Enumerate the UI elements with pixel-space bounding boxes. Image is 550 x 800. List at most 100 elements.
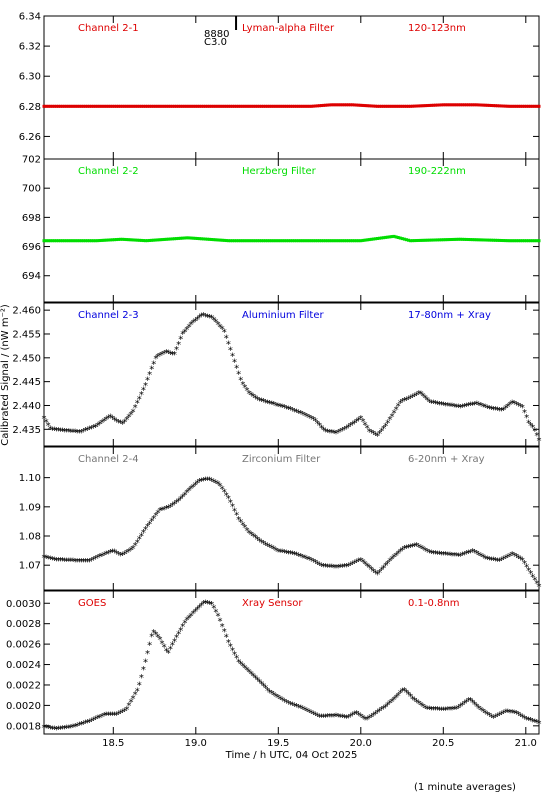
data-point: * (431, 705, 436, 716)
data-point (307, 104, 311, 108)
data-point (233, 104, 237, 108)
data-point: * (77, 721, 82, 732)
data-point: * (139, 673, 144, 684)
data-point: * (191, 482, 196, 493)
data-point: * (46, 724, 51, 735)
data-point (460, 237, 464, 241)
data-point (247, 239, 251, 243)
data-point: * (56, 426, 61, 437)
data-point: * (423, 546, 428, 557)
data-point: * (276, 693, 281, 704)
data-point (512, 239, 516, 243)
data-point (328, 103, 332, 107)
data-point (471, 103, 475, 107)
data-point: * (112, 416, 117, 427)
data-point (431, 103, 435, 107)
data-point: * (75, 557, 80, 568)
data-point: * (288, 700, 293, 711)
x-tick-label: 20.5 (432, 738, 454, 749)
y-tick-label: 6.32 (19, 42, 41, 53)
data-point (108, 238, 112, 242)
data-point (365, 238, 369, 242)
data-point (187, 236, 191, 240)
data-point: * (447, 401, 452, 412)
data-point: * (170, 641, 175, 652)
data-point: * (143, 525, 148, 536)
channel-label: Channel 2-4 (78, 454, 139, 465)
data-point: * (89, 424, 94, 435)
data-point: * (91, 555, 96, 566)
data-point (183, 236, 187, 240)
data-point: * (512, 399, 517, 410)
data-point (305, 104, 309, 108)
data-point (529, 104, 533, 108)
data-point: * (85, 718, 90, 729)
data-point: * (377, 429, 382, 440)
data-point (177, 104, 181, 108)
data-point (394, 235, 398, 239)
data-point (346, 103, 350, 107)
data-point (392, 234, 396, 238)
data-point: * (83, 426, 88, 437)
data-point: * (218, 617, 223, 628)
data-point: * (354, 709, 359, 720)
data-point (214, 104, 218, 108)
data-point: * (514, 709, 519, 720)
data-point: * (147, 519, 152, 530)
data-point: * (230, 646, 235, 657)
data-point (494, 238, 498, 242)
data-point (390, 235, 394, 239)
data-point (531, 239, 535, 243)
data-point: * (66, 427, 71, 438)
y-tick-label: 694 (22, 271, 41, 282)
data-point: * (340, 713, 345, 724)
data-point: * (305, 706, 310, 717)
data-point (469, 238, 473, 242)
data-point: * (280, 548, 285, 559)
data-point (483, 238, 487, 242)
data-point (388, 104, 392, 108)
data-point (404, 238, 408, 242)
data-point (175, 104, 179, 108)
data-point (50, 239, 54, 243)
data-point (295, 104, 299, 108)
data-point: * (508, 400, 513, 411)
data-point (197, 237, 201, 241)
data-point: * (91, 716, 96, 727)
data-point: * (191, 609, 196, 620)
data-point (533, 104, 537, 108)
data-point (83, 239, 87, 243)
data-point: * (460, 700, 465, 711)
data-point: * (203, 476, 208, 487)
data-point: * (73, 428, 78, 439)
data-point (98, 239, 102, 243)
data-point: * (62, 556, 67, 567)
data-point: * (68, 557, 73, 568)
data-point (106, 104, 110, 108)
data-point: * (110, 414, 115, 425)
data-point (164, 237, 168, 241)
data-point (239, 239, 243, 243)
data-point (415, 239, 419, 243)
data-point: * (116, 418, 121, 429)
data-point (309, 239, 313, 243)
data-point: * (408, 692, 413, 703)
panel-4: 1.071.081.091.10************************… (19, 446, 542, 593)
data-point: * (418, 700, 423, 711)
data-point (125, 104, 129, 108)
data-point: * (512, 551, 517, 562)
data-point (485, 103, 489, 107)
data-point: * (503, 404, 508, 415)
data-point (491, 104, 495, 108)
data-point: * (363, 715, 368, 726)
data-point: * (178, 626, 183, 637)
data-point: * (375, 431, 380, 442)
data-point: * (54, 556, 59, 567)
data-point (313, 104, 317, 108)
data-point: * (379, 426, 384, 437)
data-point (156, 238, 160, 242)
data-point: * (456, 703, 461, 714)
data-point: * (474, 549, 479, 560)
data-point: * (153, 354, 158, 365)
data-point: * (435, 549, 440, 560)
